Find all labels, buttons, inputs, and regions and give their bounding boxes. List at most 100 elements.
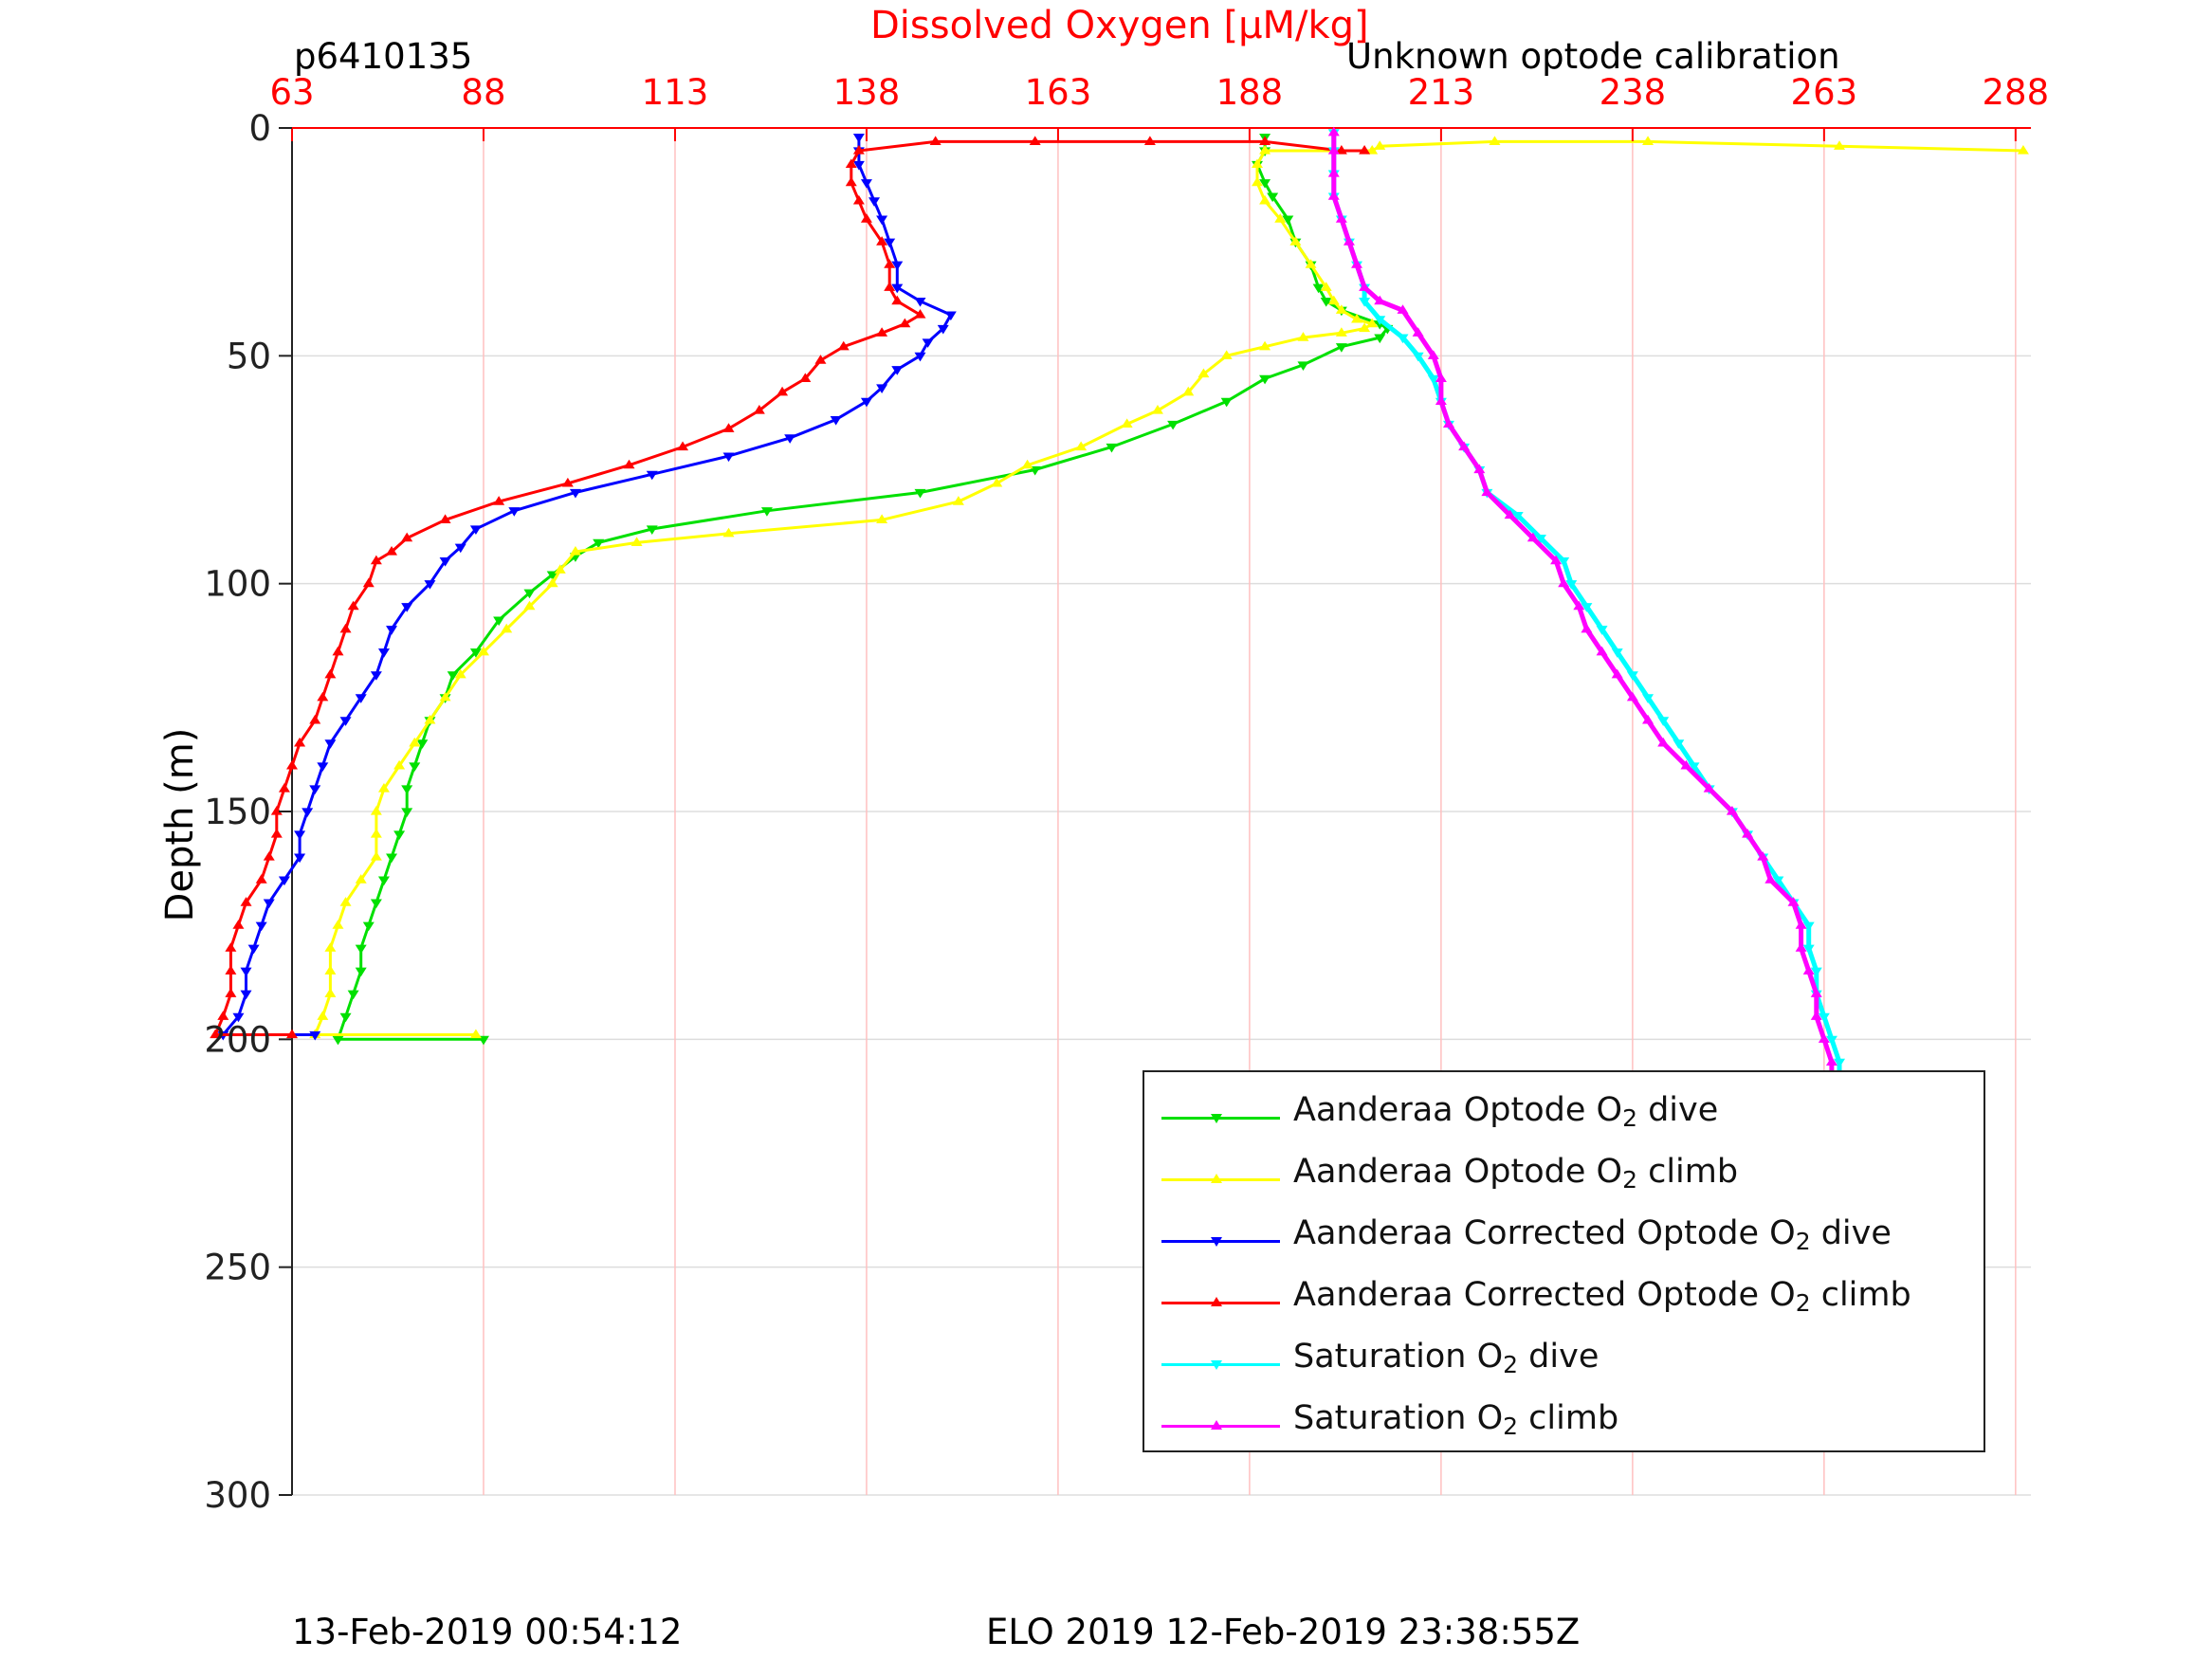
y-tick-label: 250 (204, 1248, 271, 1288)
data-point (1251, 158, 1263, 169)
data-point (1787, 897, 1800, 906)
data-point (424, 714, 436, 724)
data-point (677, 441, 689, 451)
data-point (868, 197, 881, 207)
data-point (1106, 443, 1118, 453)
data-point (569, 546, 581, 556)
data-point (309, 714, 321, 724)
data-point (914, 309, 926, 319)
data-point (370, 806, 382, 815)
legend-entry: Aanderaa Corrected Optode O2 climb (1144, 1267, 1983, 1323)
data-point (1412, 352, 1424, 362)
data-point (1458, 441, 1471, 451)
data-point (240, 990, 252, 1000)
data-point (232, 920, 245, 929)
data-point (1435, 395, 1447, 405)
data-point (1742, 829, 1754, 838)
data-point (1359, 298, 1371, 307)
data-point (1366, 318, 1379, 328)
data-point (860, 397, 872, 408)
legend-marker (1211, 1297, 1222, 1306)
data-point (317, 762, 329, 772)
data-point (1657, 717, 1670, 726)
data-point (469, 1029, 482, 1039)
data-point (1573, 600, 1585, 611)
series-line (336, 137, 1390, 1041)
data-point (1327, 145, 1340, 155)
data-point (753, 405, 765, 414)
data-point (386, 853, 398, 864)
legend-marker (1211, 1237, 1222, 1247)
data-point (401, 785, 413, 794)
data-point (278, 876, 290, 886)
data-point (891, 295, 904, 305)
legend-label: Aanderaa Corrected Optode O2 climb (1293, 1276, 1911, 1317)
data-point (1359, 145, 1371, 155)
legend-label: Aanderaa Corrected Optode O2 dive (1293, 1214, 1892, 1255)
legend-entry: Saturation O2 climb (1144, 1390, 1983, 1447)
data-point (454, 668, 466, 679)
data-point (837, 340, 850, 351)
data-point (1259, 374, 1271, 385)
data-point (508, 507, 521, 517)
data-point (1259, 179, 1271, 189)
data-point (1511, 511, 1524, 521)
data-point (1673, 739, 1685, 749)
data-point (1427, 374, 1439, 385)
data-point (1611, 648, 1623, 658)
data-point (914, 488, 926, 499)
data-point (355, 944, 367, 955)
data-point (1075, 441, 1088, 451)
data-point (546, 577, 558, 588)
data-point (1642, 714, 1654, 724)
x-tick-label: 113 (642, 72, 709, 113)
legend-label: Saturation O2 climb (1293, 1399, 1619, 1440)
data-point (324, 965, 337, 975)
data-point (355, 967, 367, 977)
data-point (1320, 282, 1332, 291)
footer-mission-stamp: ELO 2019 12-Feb-2019 23:38:55Z (986, 1612, 1581, 1652)
data-point (332, 1035, 344, 1046)
data-point (1802, 965, 1815, 975)
legend: Aanderaa Optode O2 dive Aanderaa Optode O… (1143, 1070, 1985, 1452)
data-point (623, 459, 635, 469)
data-point (324, 739, 337, 749)
data-point (324, 988, 337, 997)
data-point (1343, 236, 1355, 246)
data-point (1764, 874, 1777, 884)
data-point (477, 646, 489, 656)
data-point (631, 537, 643, 547)
data-point (247, 944, 260, 955)
data-point (286, 759, 298, 770)
data-point (1442, 418, 1454, 428)
data-point (278, 782, 290, 793)
data-point (922, 338, 934, 348)
data-point (409, 737, 421, 747)
data-point (952, 496, 964, 505)
data-point (309, 1030, 321, 1041)
data-point (1534, 535, 1546, 544)
data-point (1335, 327, 1347, 337)
data-point (377, 876, 390, 886)
data-point (876, 236, 888, 246)
data-point (355, 874, 367, 884)
data-point (1335, 304, 1347, 314)
data-point (852, 194, 865, 205)
data-point (1327, 295, 1340, 305)
series-3 (217, 134, 957, 1041)
data-point (1167, 420, 1179, 430)
legend-label: Aanderaa Optode O2 dive (1293, 1091, 1719, 1132)
data-point (1259, 340, 1271, 351)
data-point (1029, 465, 1041, 476)
data-point (523, 589, 536, 599)
x-tick-label: 213 (1408, 72, 1475, 113)
data-point (1581, 623, 1593, 633)
data-point (339, 1012, 352, 1023)
data-point (317, 691, 329, 702)
data-point (501, 623, 513, 633)
data-point (362, 577, 375, 588)
data-point (1435, 373, 1447, 382)
data-point (1259, 136, 1271, 146)
data-point (1312, 283, 1325, 294)
data-point (377, 782, 390, 793)
